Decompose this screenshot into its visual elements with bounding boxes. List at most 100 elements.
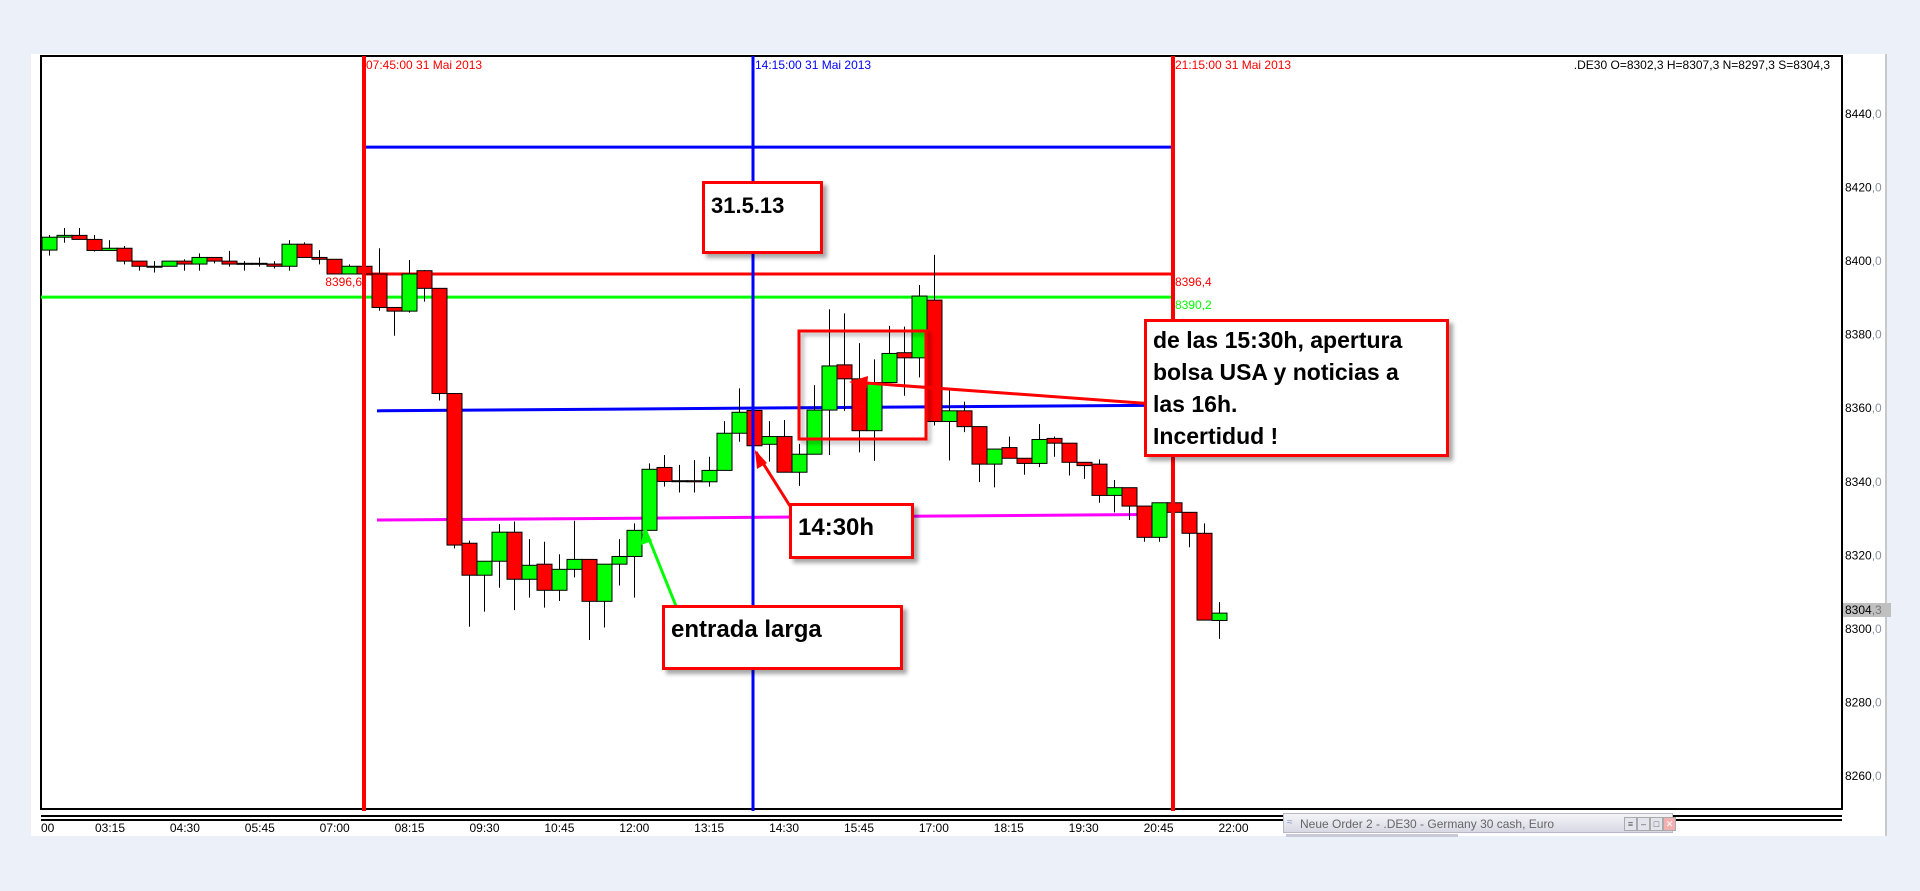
candle xyxy=(1211,602,1228,639)
candle-body xyxy=(236,262,253,265)
price-tick-label: 8300,0 xyxy=(1845,622,1882,636)
price-tick-label: 8380,0 xyxy=(1845,328,1882,342)
instrument-info: .DE30 O=8302,3 H=8307,3 N=8297,3 S=8304,… xyxy=(1574,58,1831,72)
price-tick-label: 8280,0 xyxy=(1845,695,1882,709)
price-axis: 8440,0 8420,0 8400,0 8380,0 8360,0 8340,0 8320… xyxy=(1845,107,1882,783)
time-tick-label: 14:30 xyxy=(769,821,799,835)
candle-body xyxy=(1061,442,1078,463)
time-tick-label: 04:30 xyxy=(170,821,200,835)
candle xyxy=(296,242,313,258)
candle xyxy=(1061,442,1078,476)
candle-body xyxy=(1016,457,1033,464)
level-line-magenta[interactable] xyxy=(376,513,1146,522)
time-tick-label: 12:00 xyxy=(619,821,649,835)
candle-body xyxy=(881,352,898,383)
candle xyxy=(86,235,103,252)
candle xyxy=(221,250,238,267)
candle xyxy=(1046,436,1063,457)
candle-body xyxy=(1046,437,1063,444)
level-line-blue[interactable] xyxy=(376,403,1148,413)
candle xyxy=(371,248,388,311)
time-tick-label: 13:15 xyxy=(694,821,724,835)
current-price-label: 8304,3 xyxy=(1845,603,1882,617)
candle-body xyxy=(836,364,853,380)
candle-body xyxy=(416,270,433,289)
annotation-date[interactable]: 31.5.13 xyxy=(702,181,823,254)
candle xyxy=(1196,523,1213,621)
candle-body xyxy=(1106,487,1123,496)
order-window-tab[interactable]: ≈ Neue Order 2 - .DE30 - Germany 30 cash… xyxy=(1283,813,1676,833)
dropdown-icon[interactable]: ≡ xyxy=(1624,817,1637,831)
candle xyxy=(971,426,988,483)
marker-label-1415: 14:15:00 31 Mai 2013 xyxy=(755,58,871,72)
maximize-button[interactable]: □ xyxy=(1650,817,1663,831)
candle xyxy=(1091,459,1108,503)
candle xyxy=(1031,424,1048,468)
candle-body xyxy=(56,234,73,238)
candle xyxy=(521,539,538,598)
candle-body xyxy=(161,260,178,267)
candle-body xyxy=(986,448,1003,465)
time-tick-label: 09:30 xyxy=(469,821,499,835)
candle-body xyxy=(221,260,238,265)
highlight-rectangle[interactable] xyxy=(797,329,928,441)
candle-body xyxy=(296,243,313,258)
annotation-time[interactable]: 14:30h xyxy=(789,503,914,559)
time-tick-label: 20:45 xyxy=(1144,821,1174,835)
candle-body xyxy=(326,258,343,275)
candle-body xyxy=(401,273,418,312)
candle-body xyxy=(896,352,913,359)
arrowhead-icon xyxy=(641,526,652,545)
candle xyxy=(341,264,358,275)
candle xyxy=(986,448,1003,488)
arrow-entry[interactable] xyxy=(641,526,678,607)
marker-label-2115: 21:15:00 31 Mai 2013 xyxy=(1175,58,1291,72)
candle-body xyxy=(791,453,808,473)
candle-body xyxy=(1211,612,1228,621)
candle-body xyxy=(536,563,553,591)
candle-body xyxy=(131,260,148,267)
candle-body xyxy=(761,436,778,445)
candle xyxy=(206,256,223,264)
time-tick-label: 05:45 xyxy=(245,821,275,835)
candle-body xyxy=(1091,463,1108,496)
minimize-button[interactable]: – xyxy=(1637,817,1650,831)
candle-body xyxy=(101,247,118,251)
candle xyxy=(131,260,148,271)
annotation-entry-text: entrada larga xyxy=(671,616,822,643)
candle-body xyxy=(506,531,523,580)
candle-body xyxy=(191,256,208,265)
candle xyxy=(41,235,58,256)
candle xyxy=(716,421,733,471)
candle-body xyxy=(266,263,283,267)
candle-body xyxy=(926,299,943,422)
time-tick-label: 07:00 xyxy=(320,821,350,835)
annotation-entry[interactable]: entrada larga xyxy=(662,605,903,670)
candle xyxy=(821,309,838,455)
candle-body xyxy=(281,243,298,267)
time-tick-label: 03:15 xyxy=(95,821,125,835)
annotation-date-text: 31.5.13 xyxy=(711,193,785,218)
arrow-news[interactable] xyxy=(849,376,1156,406)
candle-body xyxy=(1136,505,1153,538)
annotation-news[interactable]: de las 15:30h, apertura bolsa USA y noti… xyxy=(1144,319,1449,457)
candle xyxy=(401,260,418,313)
price-tick-label: 8340,0 xyxy=(1845,475,1882,489)
candles xyxy=(41,228,1228,640)
candle-body xyxy=(311,256,328,260)
candle xyxy=(641,463,658,531)
time-tick-label: 22:00 xyxy=(1218,821,1248,835)
candle xyxy=(326,258,343,275)
annotation-time-text: 14:30h xyxy=(798,514,875,541)
close-button[interactable]: ✕ xyxy=(1663,817,1676,831)
arrow-1430[interactable] xyxy=(754,450,792,507)
background-window-tab[interactable] xyxy=(1286,834,1458,837)
current-price-marker xyxy=(1843,603,1891,617)
plot-area xyxy=(40,55,1843,810)
time-tick-label: 18:15 xyxy=(994,821,1024,835)
candle xyxy=(1121,487,1138,521)
candle xyxy=(116,246,133,265)
price-tick-label: 8420,0 xyxy=(1845,181,1882,195)
price-tick-label: 8360,0 xyxy=(1845,401,1882,415)
